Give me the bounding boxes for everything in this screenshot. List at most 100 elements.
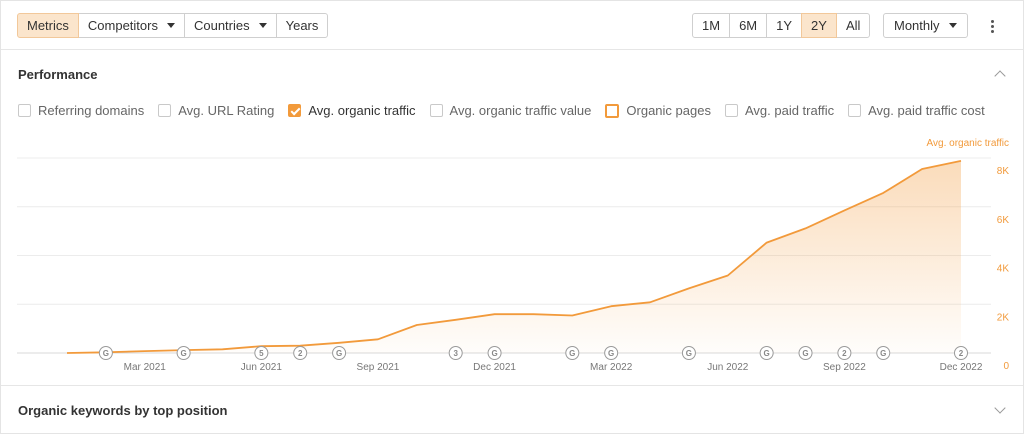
annotation-label: G xyxy=(764,349,770,358)
y-tick-label: 4K xyxy=(997,264,1010,275)
view-tabs: Metrics Competitors Countries Years xyxy=(17,13,329,38)
annotation-label: G xyxy=(686,349,692,358)
annotation-marker xyxy=(604,346,619,360)
interval-label: Monthly xyxy=(894,18,940,33)
checkbox[interactable] xyxy=(288,104,302,117)
tab-metrics[interactable]: Metrics xyxy=(17,13,79,38)
chevron-down-icon xyxy=(166,23,175,28)
range-1y[interactable]: 1Y xyxy=(766,13,803,38)
annotation-marker xyxy=(798,346,813,360)
x-tick-label: Dec 2022 xyxy=(940,362,983,373)
x-tick-label: Jun 2022 xyxy=(707,362,749,373)
metric-toggle[interactable]: Avg. paid traffic cost xyxy=(848,103,985,118)
checkbox[interactable] xyxy=(158,104,172,117)
tab-competitors-label: Competitors xyxy=(87,18,158,33)
tab-competitors[interactable]: Competitors xyxy=(77,13,185,38)
annotation-marker xyxy=(759,346,774,360)
metric-toggle[interactable]: Referring domains xyxy=(18,103,144,118)
range-6m[interactable]: 6M xyxy=(729,13,768,38)
range-1m[interactable]: 1M xyxy=(692,13,731,38)
series-area xyxy=(67,160,961,353)
annotation-marker xyxy=(332,346,347,360)
annotation-label: 3 xyxy=(453,349,458,358)
annotation-label: G xyxy=(802,349,808,358)
range-all-label: All xyxy=(845,18,861,33)
checkbox[interactable] xyxy=(848,104,862,117)
chevron-up-icon[interactable] xyxy=(994,70,1006,82)
metric-label: Organic pages xyxy=(626,103,711,118)
y-tick-label: 2K xyxy=(997,312,1010,323)
x-tick-label: Sep 2022 xyxy=(823,362,866,373)
annotation-marker xyxy=(681,346,696,360)
divider xyxy=(1,49,1023,50)
metric-label: Avg. paid traffic xyxy=(744,103,835,118)
annotation-marker xyxy=(448,346,463,360)
chevron-down-icon xyxy=(258,23,267,28)
metric-toggles: Referring domains Avg. URL Rating Avg. org… xyxy=(18,103,999,118)
metric-toggle[interactable]: Avg. paid traffic xyxy=(724,103,835,118)
x-tick-label: Mar 2021 xyxy=(124,362,167,373)
annotation-label: G xyxy=(880,349,886,358)
annotation-label: G xyxy=(180,349,186,358)
annotation-label: 5 xyxy=(259,349,264,358)
annotation-label: G xyxy=(103,349,109,358)
checkbox[interactable] xyxy=(724,104,738,117)
tab-years[interactable]: Years xyxy=(275,13,329,38)
annotation-marker xyxy=(487,346,502,360)
tab-countries-label: Countries xyxy=(193,18,250,33)
metric-label: Avg. URL Rating xyxy=(178,103,275,118)
annotation-label: G xyxy=(336,349,342,358)
checkbox[interactable] xyxy=(429,104,443,117)
organic-keywords-title: Organic keywords by top position xyxy=(18,403,228,418)
annotation-marker xyxy=(837,346,852,360)
performance-title: Performance xyxy=(18,67,98,82)
metric-toggle[interactable]: Avg. organic traffic value xyxy=(429,103,592,118)
chevron-down-icon xyxy=(948,23,957,28)
annotation-label: 2 xyxy=(842,349,847,358)
x-tick-label: Jun 2021 xyxy=(241,362,283,373)
y-tick-label: 6K xyxy=(997,215,1010,226)
series-label: Avg. organic traffic xyxy=(927,138,1009,149)
annotation-marker xyxy=(565,346,580,360)
checkbox[interactable] xyxy=(18,104,31,117)
metric-label: Avg. organic traffic value xyxy=(449,103,592,118)
divider xyxy=(1,385,1023,386)
toolbar: Metrics Competitors Countries Years 1M 6M 1Y 2… xyxy=(1,1,1023,51)
metric-toggle[interactable]: Avg. organic traffic xyxy=(288,103,416,118)
range-all[interactable]: All xyxy=(835,13,871,38)
metric-label: Avg. paid traffic cost xyxy=(868,103,985,118)
annotation-marker xyxy=(293,346,308,360)
x-tick-label: Sep 2021 xyxy=(357,362,400,373)
annotation-marker xyxy=(876,346,891,360)
x-tick-label: Dec 2021 xyxy=(473,362,516,373)
annotation-marker xyxy=(254,346,269,360)
traffic-chart: 0 2K 4K 6K 8K Avg. organic traffic G G 5 2 G 3 G G G G G… xyxy=(17,138,1010,373)
chevron-down-icon[interactable] xyxy=(994,402,1006,414)
tab-countries[interactable]: Countries xyxy=(183,13,277,38)
range-6m-label: 6M xyxy=(739,18,758,33)
annotation-label: G xyxy=(608,349,614,358)
annotation-label: G xyxy=(569,349,575,358)
x-tick-label: Mar 2022 xyxy=(590,362,633,373)
annotation-label: 2 xyxy=(298,349,303,358)
annotation-label: G xyxy=(491,349,497,358)
metric-toggle[interactable]: Avg. URL Rating xyxy=(158,103,274,118)
kebab-icon[interactable] xyxy=(984,15,1000,37)
annotation-marker xyxy=(954,346,968,360)
interval-dropdown[interactable]: Monthly xyxy=(883,13,968,38)
tab-years-label: Years xyxy=(285,18,319,33)
annotation-label: 2 xyxy=(959,349,964,358)
checkbox[interactable] xyxy=(605,103,620,118)
range-2y-label: 2Y xyxy=(811,18,827,33)
range-2y[interactable]: 2Y xyxy=(801,13,837,38)
metric-label: Referring domains xyxy=(38,103,145,118)
annotation-marker xyxy=(98,346,113,360)
y-tick-label: 8K xyxy=(997,166,1010,177)
range-selector: 1M 6M 1Y 2Y All xyxy=(692,13,871,38)
range-1y-label: 1Y xyxy=(776,18,793,33)
metric-toggle[interactable]: Organic pages xyxy=(605,103,711,118)
metric-label: Avg. organic traffic xyxy=(308,103,416,118)
range-1m-label: 1M xyxy=(702,18,721,33)
series-line xyxy=(66,160,962,354)
